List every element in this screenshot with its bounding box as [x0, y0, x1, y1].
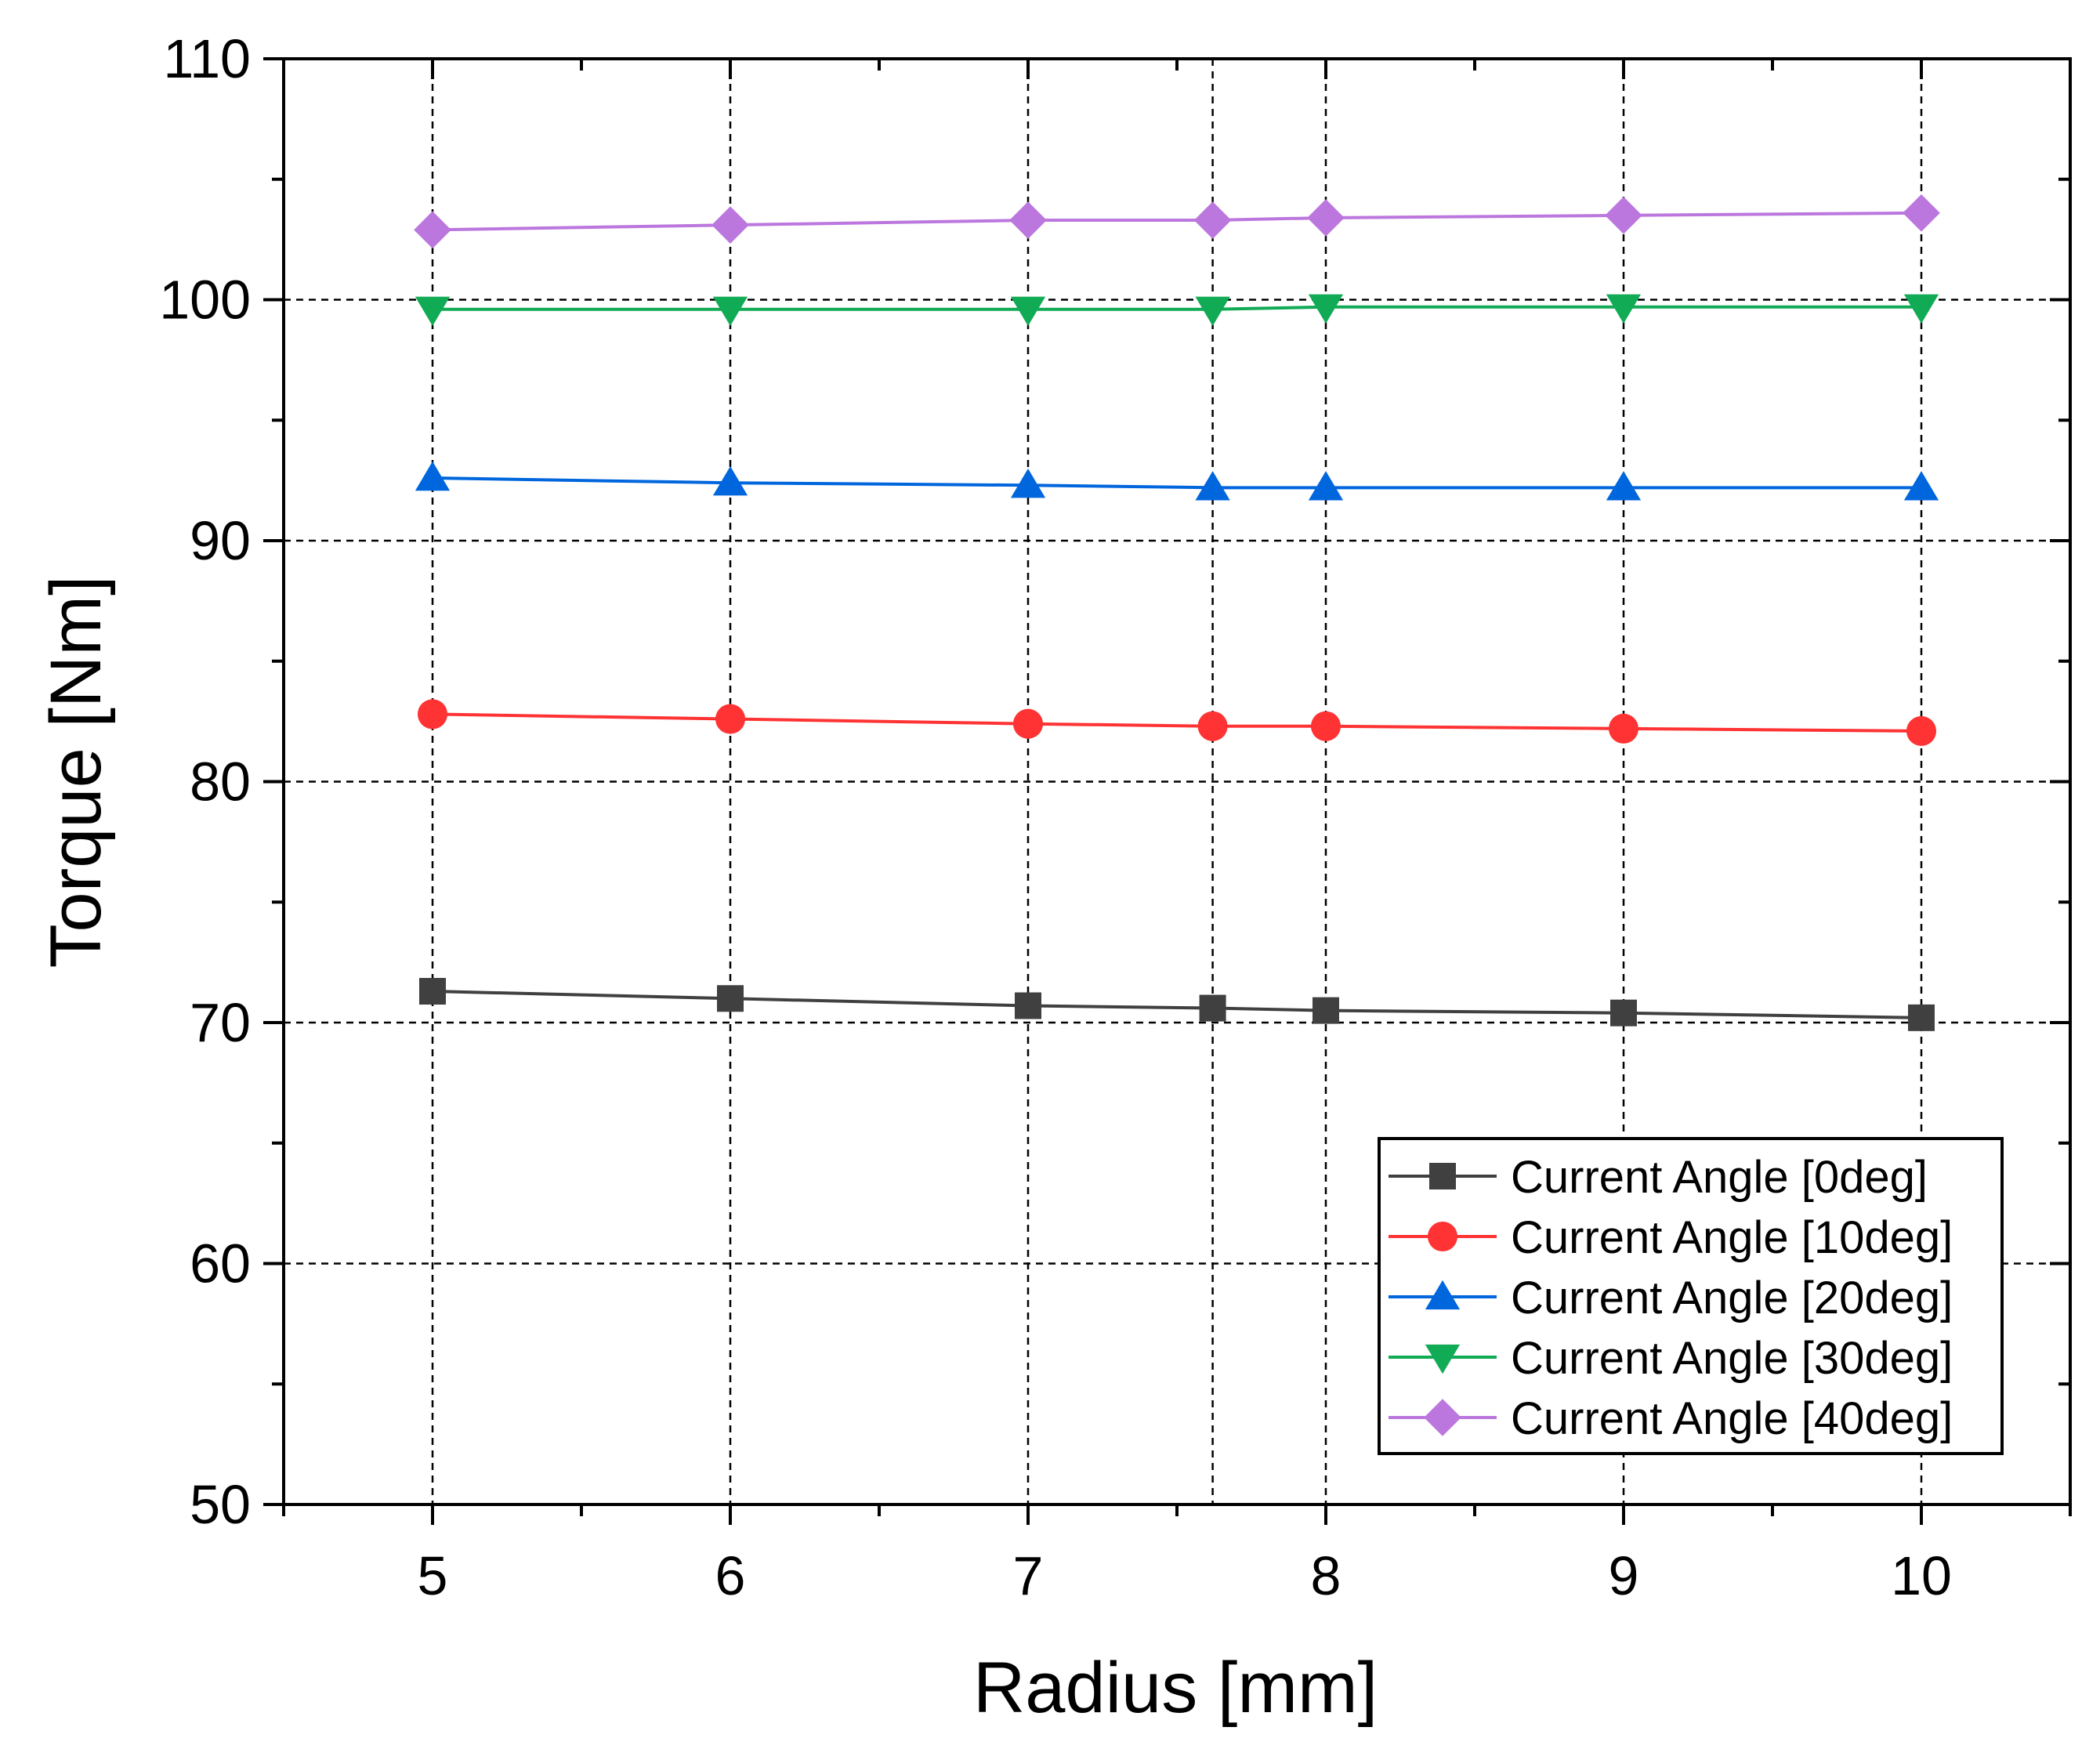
data-point-square — [1199, 994, 1226, 1022]
data-point-triangle-down — [712, 296, 748, 327]
data-point-square — [1312, 997, 1339, 1024]
data-point-diamond — [1009, 201, 1047, 239]
data-point-square — [1015, 992, 1041, 1019]
x-tick-label: 7 — [1013, 1545, 1044, 1606]
data-point-diamond — [711, 206, 749, 244]
data-point-square — [717, 985, 744, 1012]
data-point-circle — [1310, 711, 1341, 741]
series-0 — [419, 978, 1935, 1031]
y-tick-label: 100 — [159, 270, 251, 331]
legend-label: Current Angle [20deg] — [1511, 1273, 1953, 1323]
series — [414, 194, 1940, 1031]
data-point-triangle-up — [1308, 471, 1344, 501]
y-tick-label: 50 — [190, 1474, 251, 1535]
legend-item: Current Angle [30deg] — [1389, 1333, 1953, 1384]
data-point-triangle-down — [1010, 296, 1046, 327]
data-point-diamond — [1903, 194, 1940, 232]
series-2 — [415, 461, 1939, 501]
data-point-circle — [1197, 711, 1228, 741]
data-point-triangle-up — [712, 465, 748, 496]
legend-item: Current Angle [10deg] — [1389, 1212, 1953, 1263]
tick-labels: 5 6 7 8 9 10 50 60 70 80 90 100 110 — [159, 28, 1952, 1606]
data-point-square — [1908, 1004, 1935, 1031]
axis-ticks — [263, 57, 2072, 1525]
data-point-triangle-up — [1010, 469, 1046, 498]
series-3 — [415, 294, 1939, 327]
x-axis-title: Radius [mm] — [973, 1648, 1378, 1728]
data-point-circle — [715, 704, 746, 734]
data-point-triangle-down — [1308, 294, 1344, 324]
data-point-square — [1610, 999, 1637, 1027]
legend-item: Current Angle [20deg] — [1389, 1273, 1953, 1323]
series-1 — [417, 699, 1937, 746]
legend-item: Current Angle [0deg] — [1389, 1152, 1928, 1203]
data-point-circle — [1427, 1221, 1458, 1252]
legend-label: Current Angle [10deg] — [1511, 1212, 1953, 1263]
data-point-diamond — [1307, 199, 1345, 237]
data-point-circle — [1906, 715, 1937, 746]
data-point-triangle-up — [1195, 471, 1230, 501]
y-tick-label: 110 — [163, 28, 251, 89]
y-axis-title: Torque [Nm] — [36, 575, 116, 968]
data-point-diamond — [414, 211, 451, 249]
data-point-square — [1429, 1163, 1456, 1189]
x-tick-label: 5 — [418, 1545, 448, 1606]
data-point-circle — [417, 699, 448, 730]
data-point-diamond — [1605, 197, 1642, 234]
legend-label: Current Angle [30deg] — [1511, 1333, 1953, 1384]
data-point-triangle-down — [1606, 294, 1642, 324]
data-point-triangle-down — [415, 296, 451, 327]
data-point-triangle-up — [415, 461, 451, 491]
y-tick-label: 70 — [190, 992, 251, 1053]
data-point-circle — [1608, 713, 1639, 744]
data-point-diamond — [1424, 1399, 1461, 1436]
x-tick-label: 6 — [715, 1545, 746, 1606]
series-4 — [414, 194, 1940, 249]
x-tick-label: 10 — [1891, 1545, 1952, 1606]
plot-frame — [282, 57, 2072, 1506]
data-point-triangle-down — [1425, 1344, 1461, 1374]
y-tick-label: 90 — [190, 510, 251, 571]
data-point-circle — [1012, 708, 1044, 739]
data-point-triangle-up — [1425, 1280, 1461, 1310]
legend-label: Current Angle [0deg] — [1511, 1152, 1928, 1203]
data-point-triangle-down — [1903, 294, 1939, 324]
data-point-square — [419, 978, 446, 1005]
x-tick-label: 8 — [1311, 1545, 1341, 1606]
data-point-triangle-up — [1903, 471, 1939, 501]
y-tick-label: 80 — [190, 751, 251, 813]
y-tick-label: 60 — [190, 1233, 251, 1294]
x-tick-label: 9 — [1609, 1545, 1639, 1606]
data-point-diamond — [1193, 201, 1232, 239]
data-point-triangle-up — [1606, 471, 1642, 501]
data-point-triangle-down — [1195, 296, 1230, 327]
legend: Current Angle [0deg] Current Angle [10deg… — [1378, 1137, 2004, 1455]
legend-item: Current Angle [40deg] — [1389, 1393, 1953, 1444]
legend-label: Current Angle [40deg] — [1511, 1393, 1953, 1444]
